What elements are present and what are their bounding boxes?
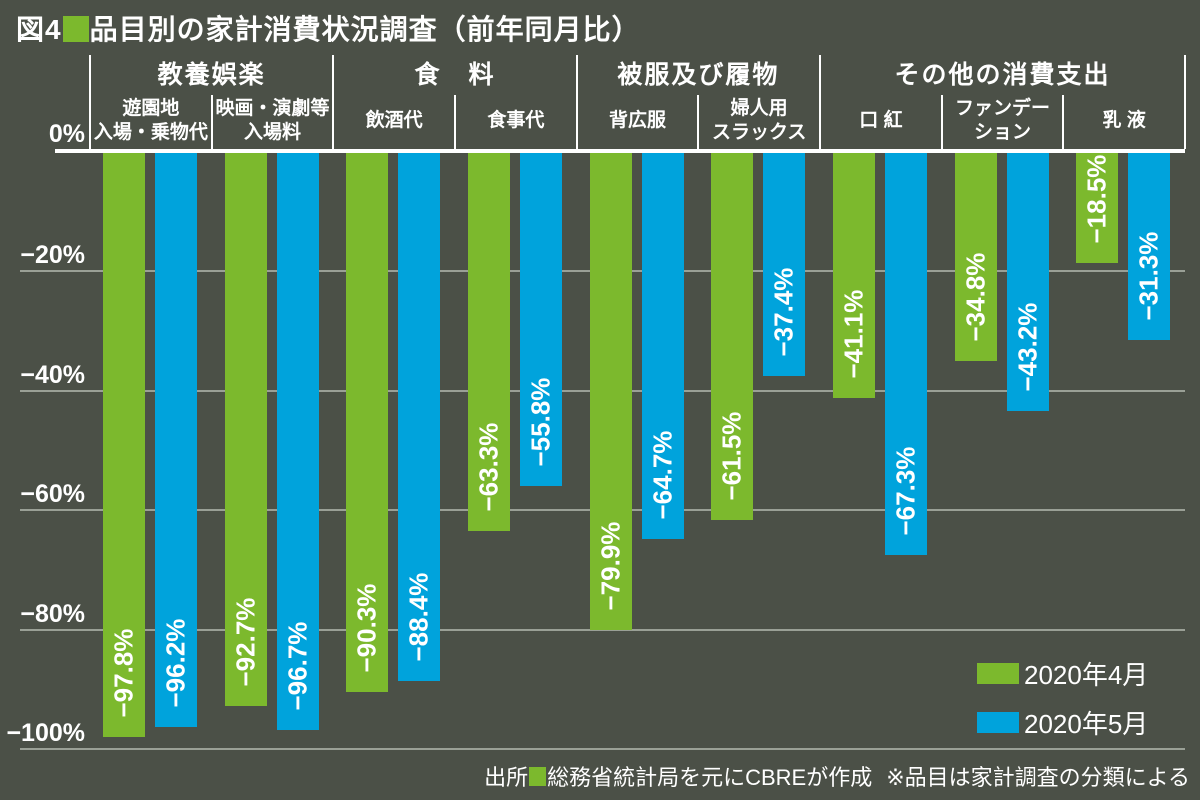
title-prefix: 図4 (16, 14, 62, 45)
bar-value-label: −37.4% (768, 267, 799, 357)
footer-source-prefix: 出所 (484, 765, 529, 790)
group-separator (89, 55, 91, 149)
bar-value-label: −63.3% (473, 422, 504, 512)
bar-april: −34.8% (954, 153, 997, 361)
category-label-line: スラックス (711, 122, 807, 143)
item-separator (697, 95, 700, 149)
legend-label-april: 2020年4月 (1024, 660, 1149, 690)
bar-value-label: −43.2% (1012, 302, 1043, 392)
bar-value-label: −31.3% (1133, 231, 1164, 321)
y-tick-label: 0% (48, 120, 85, 148)
bar-april: −90.3% (346, 153, 389, 693)
category-group-label: 食 料 (414, 61, 496, 89)
bar-value-label: −88.4% (403, 572, 434, 662)
bar-value-label: −55.8% (525, 377, 556, 467)
gridline (20, 748, 1185, 750)
category-label-line: ファンデー (954, 98, 1050, 120)
category-label-line: 食事代 (487, 110, 545, 132)
y-tick-label: −80% (20, 599, 85, 628)
category-label: 婦人用 スラックス (698, 93, 820, 149)
category-group-label: 被服及び履物 (617, 61, 780, 89)
y-tick-label: −40% (20, 360, 85, 389)
page-title: 図4 品目別の家計消費状況調査（前年同月比） (16, 8, 641, 48)
bar-may: −43.2% (1006, 153, 1049, 411)
legend-item-april: 2020年4月 (977, 655, 1148, 692)
bar-value-label: −92.7% (230, 598, 261, 687)
group-separator (819, 55, 821, 149)
category-label: 食事代 (455, 93, 577, 149)
bar-value-label: −79.9% (595, 521, 626, 611)
category-label: 背広服 (577, 93, 699, 149)
item-separator (454, 95, 456, 149)
legend: 2020年4月 2020年5月 (977, 655, 1148, 753)
category-group-label: 教養娯楽 (157, 61, 266, 89)
footer-bullet-square-icon (529, 766, 547, 786)
footer-source-text: 総務省統計局を元にCBREが作成 (547, 765, 873, 790)
bar-may: −96.7% (276, 153, 319, 731)
bar-may: −31.3% (1128, 153, 1171, 340)
category-label: ファンデー ション (942, 93, 1064, 149)
item-separator (1062, 95, 1065, 149)
category-label: 乳 液 (1063, 93, 1185, 149)
category-label-line: 口 紅 (859, 110, 903, 132)
bar-may: −67.3% (885, 153, 927, 555)
y-tick-label: −20% (20, 241, 85, 270)
category-label-line: 背広服 (608, 110, 666, 132)
bar-april: −92.7% (224, 153, 267, 707)
category-label: 遊園地 入場・乗物代 (90, 93, 212, 149)
category-label: 飲酒代 (333, 93, 455, 149)
category-label-line: 乳 液 (1102, 110, 1146, 132)
bar-april: −97.8% (103, 153, 145, 737)
legend-item-may: 2020年5月 (977, 704, 1148, 741)
category-label-line: 遊園地 (122, 98, 180, 120)
group-separator (1184, 55, 1186, 149)
bar-value-label: −61.5% (716, 411, 747, 501)
item-separator (210, 95, 213, 149)
bar-value-label: −97.8% (108, 628, 139, 718)
bar-value-label: −64.7% (647, 430, 678, 520)
y-tick-label: −60% (20, 480, 85, 509)
category-label-line: 入場・乗物代 (93, 122, 208, 143)
y-tick-label: −100% (6, 719, 85, 747)
bar-value-label: −96.7% (282, 621, 313, 711)
bar-april: −18.5% (1076, 153, 1119, 264)
bar-value-label: −90.3% (351, 583, 382, 673)
bar-april: −79.9% (589, 153, 632, 630)
legend-swatch-may-icon (977, 712, 1019, 733)
zero-axis-line (55, 149, 1185, 153)
title-bullet-square-icon (62, 16, 89, 42)
bar-april: −63.3% (468, 153, 510, 531)
title-text: 品目別の家計消費状況調査（前年同月比） (89, 14, 641, 45)
item-separator (940, 95, 943, 149)
legend-label-may: 2020年5月 (1024, 709, 1149, 739)
bar-value-label: −96.2% (160, 618, 191, 708)
category-label-line: 入場料 (243, 122, 301, 143)
category-label-line: 映画・演劇等 (215, 98, 330, 120)
category-label-line: 飲酒代 (365, 110, 423, 132)
bar-value-label: −67.3% (890, 446, 921, 536)
category-label-line: ション (973, 122, 1031, 143)
bar-may: −64.7% (641, 153, 684, 540)
footer-note: ※品目は家計調査の分類による (886, 765, 1190, 790)
bar-may: −55.8% (520, 153, 562, 487)
bar-value-label: −34.8% (960, 252, 991, 342)
bar-may: −37.4% (763, 153, 806, 377)
category-label: 映画・演劇等 入場料 (212, 93, 334, 149)
category-group-label: その他の消費支出 (894, 61, 1111, 89)
category-label-line: 婦人用 (730, 98, 788, 120)
bar-may: −88.4% (398, 153, 441, 681)
source-note: 出所 総務省統計局を元にCBREが作成 ※品目は家計調査の分類による (484, 760, 1190, 792)
bar-april: −41.1% (833, 153, 875, 399)
category-label: 口 紅 (820, 93, 942, 149)
bar-value-label: −41.1% (838, 289, 869, 379)
legend-swatch-april-icon (977, 663, 1019, 684)
bar-may: −96.2% (155, 153, 197, 728)
group-separator (575, 55, 578, 149)
bar-april: −61.5% (711, 153, 754, 521)
bar-value-label: −18.5% (1081, 155, 1112, 244)
group-separator (332, 55, 335, 149)
